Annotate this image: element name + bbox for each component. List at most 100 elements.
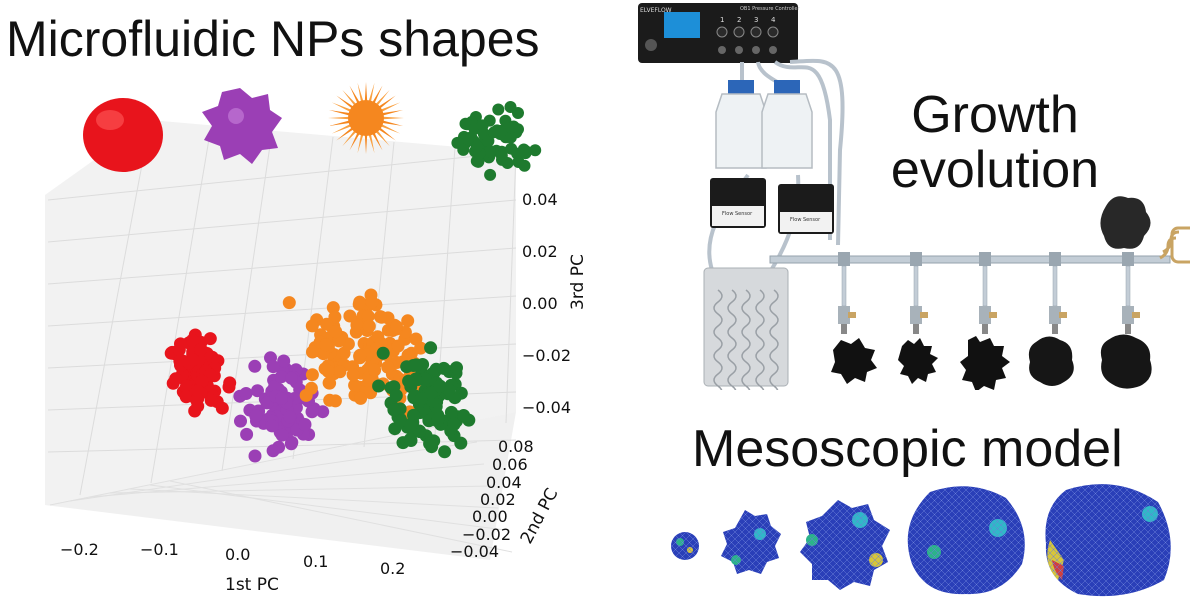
scatter-point bbox=[343, 309, 357, 323]
controller-brand: ELVEFLOW bbox=[640, 7, 672, 14]
scatter-point bbox=[333, 365, 347, 379]
scatter-point bbox=[348, 378, 362, 392]
scatter-point bbox=[298, 418, 312, 431]
scatter-point bbox=[203, 332, 217, 346]
scatter-point bbox=[248, 359, 262, 373]
x-axis-label: 1st PC bbox=[225, 575, 279, 595]
reservoir-bottles bbox=[715, 80, 813, 169]
scatter-point bbox=[376, 346, 390, 360]
controller-outlets: 1 2 3 4 bbox=[716, 16, 779, 54]
y-tick-label: 0.06 bbox=[492, 455, 528, 474]
mesh-particle-3 bbox=[800, 500, 890, 590]
growth-particles bbox=[831, 196, 1152, 390]
scatter-point bbox=[204, 393, 218, 407]
scatter-point bbox=[444, 405, 458, 419]
scatter-point bbox=[172, 343, 186, 357]
scatter-point bbox=[305, 405, 319, 419]
scatter-point bbox=[350, 318, 364, 332]
scatter-point bbox=[305, 368, 319, 382]
scatter-point bbox=[320, 317, 334, 331]
y-tick-label: −0.02 bbox=[462, 525, 511, 544]
scatter-point bbox=[401, 314, 415, 328]
x-tick-label: 0.2 bbox=[380, 559, 405, 578]
flow-sensor-label-2: Flow Sensor bbox=[790, 217, 821, 223]
scatter-point bbox=[265, 419, 279, 433]
scatter-point bbox=[450, 361, 463, 375]
scatter-point bbox=[234, 414, 247, 428]
scatter-point bbox=[387, 403, 401, 417]
scatter-point bbox=[248, 449, 262, 463]
scatter-point bbox=[282, 296, 296, 310]
axis-ticks: −0.2 −0.1 0.0 0.1 0.2−0.04−0.020.000.020.040… bbox=[60, 190, 571, 578]
scatter-point bbox=[283, 410, 297, 424]
scatter-point bbox=[389, 389, 403, 402]
scatter-point bbox=[381, 360, 395, 374]
scatter-point bbox=[319, 338, 333, 352]
scatter-point bbox=[353, 348, 367, 362]
growth-line-2: evolution bbox=[890, 140, 1100, 199]
scatter-point bbox=[354, 391, 368, 405]
scatter-point bbox=[328, 394, 342, 408]
scatter-point bbox=[169, 372, 183, 386]
scatter-point bbox=[323, 376, 337, 390]
scatter-point bbox=[423, 437, 437, 451]
scatter-point bbox=[409, 332, 423, 346]
x-tick-label: −0.1 bbox=[140, 540, 179, 559]
scatter-point bbox=[346, 368, 360, 382]
branched-cluster-icon bbox=[451, 101, 542, 181]
scatter-point bbox=[240, 427, 254, 441]
scatter-point bbox=[391, 339, 405, 353]
pca-3d-scatter: −0.2 −0.1 0.0 0.1 0.2−0.04−0.020.000.020.040… bbox=[45, 82, 588, 595]
scatter-point bbox=[424, 341, 438, 355]
scatter-point bbox=[316, 405, 330, 419]
flow-sensors: Flow Sensor Flow Sensor bbox=[710, 178, 834, 234]
scatter-point bbox=[321, 364, 335, 378]
scatter-point bbox=[329, 325, 343, 339]
scatter-point bbox=[179, 390, 193, 404]
scatter-point bbox=[266, 444, 280, 458]
scatter-point bbox=[409, 358, 423, 372]
scatter-point bbox=[306, 345, 319, 359]
scatter-point bbox=[274, 370, 288, 384]
scatter-point bbox=[390, 320, 403, 334]
scatter-point bbox=[215, 401, 229, 415]
scatter-point bbox=[365, 295, 379, 309]
scatter-point bbox=[454, 436, 468, 450]
controller-label: OB1 Pressure Controller bbox=[740, 6, 801, 12]
z-tick-label: −0.02 bbox=[522, 346, 571, 365]
scatter-point bbox=[268, 380, 282, 393]
y-tick-label: −0.04 bbox=[450, 542, 499, 561]
bumpy-sphere-icon bbox=[202, 88, 282, 164]
microfluidic-chip bbox=[703, 267, 789, 390]
scatter-point bbox=[457, 409, 471, 422]
outlet-number: 3 bbox=[754, 16, 758, 24]
scatter-point bbox=[186, 333, 199, 347]
flow-sensor-label-1: Flow Sensor bbox=[722, 211, 753, 217]
mesh-particle-1 bbox=[671, 532, 699, 560]
scatter-point bbox=[194, 343, 208, 356]
z-tick-label: 0.04 bbox=[522, 190, 558, 209]
y-tick-label: 0.08 bbox=[498, 437, 534, 456]
scatter-point bbox=[394, 414, 408, 428]
scatter-point bbox=[266, 360, 280, 374]
scatter-point bbox=[275, 392, 288, 405]
scatter-point bbox=[414, 392, 428, 406]
mesoscopic-meshes bbox=[671, 484, 1171, 597]
scatter-point bbox=[418, 372, 432, 386]
scatter-point bbox=[222, 380, 236, 394]
scatter-point bbox=[277, 354, 291, 368]
scatter-point bbox=[433, 379, 447, 393]
scatter-point bbox=[372, 379, 386, 393]
scatter-point bbox=[403, 432, 417, 446]
spiky-sphere-icon bbox=[328, 82, 404, 154]
scatter-point bbox=[249, 409, 263, 423]
mesh-particle-5 bbox=[1045, 484, 1171, 597]
x-tick-label: 0.1 bbox=[303, 552, 328, 571]
scatter-point bbox=[447, 417, 461, 431]
scatter-point bbox=[431, 412, 445, 426]
z-tick-label: 0.00 bbox=[522, 294, 558, 313]
scatter-point bbox=[191, 384, 205, 398]
outlet-number: 4 bbox=[771, 16, 776, 24]
smooth-sphere-icon bbox=[83, 98, 163, 172]
scatter-point bbox=[362, 319, 376, 333]
